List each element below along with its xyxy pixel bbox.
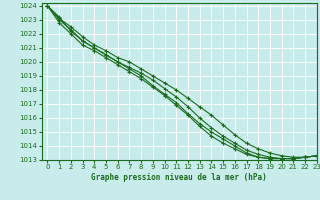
X-axis label: Graphe pression niveau de la mer (hPa): Graphe pression niveau de la mer (hPa): [91, 173, 267, 182]
